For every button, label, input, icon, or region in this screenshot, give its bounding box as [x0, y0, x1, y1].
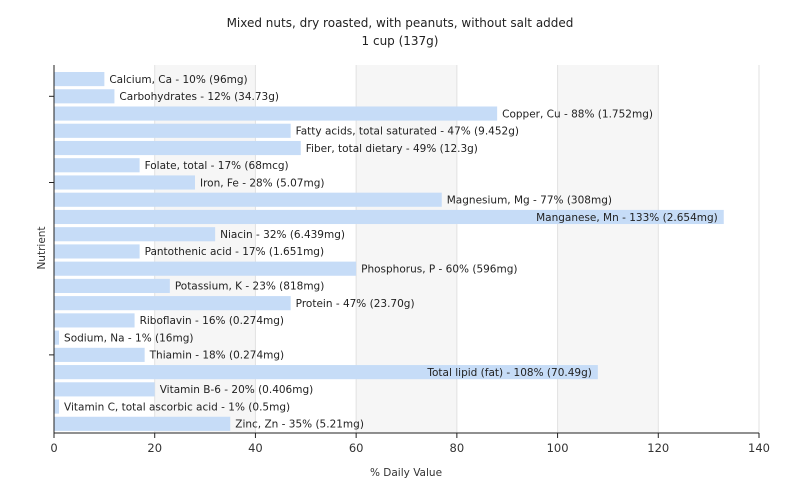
x-tick-label: 120	[647, 441, 669, 455]
bar-label: Carbohydrates - 12% (34.73g)	[119, 91, 279, 103]
bars: Calcium, Ca - 10% (96mg) Carbohydrates - …	[54, 72, 724, 431]
bar-label: Protein - 47% (23.70g)	[296, 298, 415, 310]
bar	[54, 416, 231, 431]
bar	[54, 347, 145, 362]
bar-label: Vitamin C, total ascorbic acid - 1% (0.5…	[64, 401, 290, 413]
bar-label: Folate, total - 17% (68mcg)	[145, 160, 289, 172]
bar-label: Magnesium, Mg - 77% (308mg)	[447, 195, 612, 207]
x-tick-label: 100	[547, 441, 569, 455]
bar	[54, 140, 301, 156]
bar-label: Vitamin B-6 - 20% (0.406mg)	[160, 384, 314, 396]
bar-label: Fatty acids, total saturated - 47% (9.45…	[296, 126, 519, 138]
bar-label: Zinc, Zn - 35% (5.21mg)	[235, 419, 364, 431]
chart-title: Mixed nuts, dry roasted, with peanuts, w…	[227, 16, 574, 30]
bar	[54, 244, 140, 259]
bar	[54, 123, 291, 138]
x-tick-label: 80	[450, 441, 465, 455]
x-tick-label: 60	[349, 441, 364, 455]
chart-subtitle: 1 cup (137g)	[362, 34, 439, 48]
bar	[54, 296, 291, 311]
bar-label: Riboflavin - 16% (0.274mg)	[140, 315, 284, 327]
bar-label: Sodium, Na - 1% (16mg)	[64, 332, 193, 344]
bar-label: Total lipid (fat) - 108% (70.49g)	[426, 367, 591, 379]
bar	[54, 192, 442, 207]
bar	[54, 89, 115, 104]
x-axis-title: % Daily Value	[370, 467, 442, 479]
bar	[54, 278, 170, 293]
plot-band	[658, 65, 759, 433]
bar	[54, 209, 724, 225]
bar-label: Potassium, K - 23% (818mg)	[175, 281, 325, 293]
bar	[54, 72, 105, 87]
bar-label: Fiber, total dietary - 49% (12.3g)	[306, 143, 478, 155]
bar-label: Copper, Cu - 88% (1.752mg)	[502, 108, 653, 120]
axes: 0 20 40 60 80 100 120 140	[49, 65, 770, 455]
bar-label: Pantothenic acid - 17% (1.651mg)	[145, 246, 324, 258]
bar	[54, 365, 598, 380]
bar	[54, 330, 60, 345]
x-tick-label: 40	[248, 441, 263, 455]
bar	[54, 313, 135, 328]
bar	[54, 399, 60, 414]
x-tick-label: 20	[147, 441, 162, 455]
bar	[54, 158, 140, 173]
bar	[54, 106, 498, 121]
bar-label: Niacin - 32% (6.439mg)	[220, 229, 345, 241]
bar-label: Iron, Fe - 28% (5.07mg)	[200, 177, 324, 189]
bar-label: Calcium, Ca - 10% (96mg)	[109, 74, 247, 86]
bar-label: Thiamin - 18% (0.274mg)	[149, 350, 285, 362]
bar-label: Manganese, Mn - 133% (2.654mg)	[536, 212, 718, 224]
y-axis-title: Nutrient	[36, 226, 48, 269]
x-tick-label: 140	[748, 441, 770, 455]
bar	[54, 261, 357, 276]
x-tick-label: 0	[50, 441, 57, 455]
bar	[54, 227, 216, 242]
bar-label: Phosphorus, P - 60% (596mg)	[361, 263, 517, 275]
bar	[54, 382, 155, 397]
bar	[54, 175, 195, 190]
